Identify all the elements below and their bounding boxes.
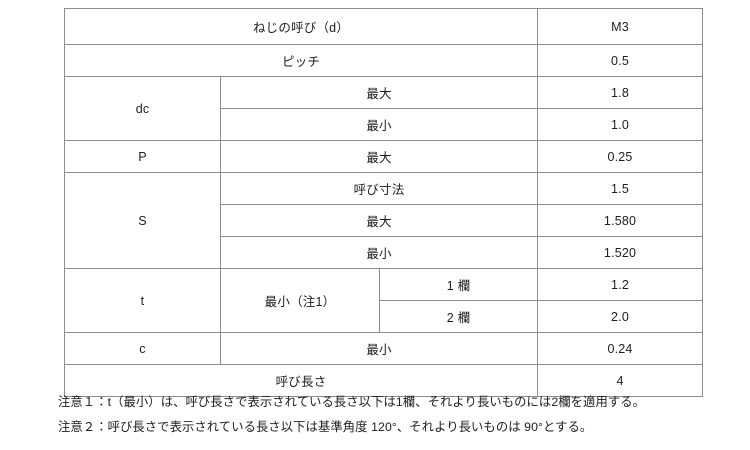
p-max-label: 最大 — [219, 140, 539, 173]
t-column2-value: 2.0 — [537, 300, 704, 333]
s-nominal-label: 呼び寸法 — [219, 172, 539, 205]
group-label-dc: dc — [64, 76, 221, 141]
table-row-p-max: P 最大 0.25 — [64, 140, 704, 173]
footnote-1: 注意１：t（最小）は、呼び長さで表示されている長さ以下は1欄、それより長いものに… — [58, 395, 646, 409]
group-label-t: t — [64, 268, 221, 333]
group-label-s: S — [64, 172, 221, 269]
s-max-value: 1.580 — [537, 204, 704, 237]
dc-max-value: 1.8 — [537, 76, 704, 109]
t-column1-label: 1 欄 — [378, 268, 539, 301]
table-row-dc-min: 最小 1.0 — [65, 108, 704, 141]
thread-designation-label: ねじの呼び（d） — [63, 8, 539, 45]
table-row-s-nominal: S 呼び寸法 1.5 — [64, 172, 704, 269]
c-min-label: 最小 — [219, 332, 539, 365]
table-row-t-column2: 2 欄 2.0 — [65, 300, 704, 333]
group-label-p: P — [64, 140, 221, 173]
table-row-c-min: c 最小 0.24 — [64, 332, 704, 365]
pitch-label: ピッチ — [63, 44, 539, 77]
dc-min-value: 1.0 — [537, 108, 704, 141]
s-min-value: 1.520 — [537, 236, 704, 269]
screw-dimension-table: ねじの呼び（d） M3 ピッチ 0.5 dc 最大 1.8 最小 1.0 P — [63, 8, 704, 397]
nominal-length-label: 呼び長さ — [63, 364, 539, 397]
table-row-dc-max: dc 最大 1.8 — [64, 76, 704, 141]
t-min-label: 最小（注1） — [220, 268, 380, 333]
s-nominal-value: 1.5 — [537, 172, 704, 205]
pitch-value: 0.5 — [537, 44, 704, 77]
p-max-value: 0.25 — [537, 140, 704, 173]
table-row-pitch: ピッチ 0.5 — [63, 44, 704, 77]
s-max-label: 最大 — [219, 204, 539, 237]
table-row-nominal-length: 呼び長さ 4 — [63, 364, 704, 397]
group-label-c: c — [64, 332, 221, 365]
footnotes: 注意１：t（最小）は、呼び長さで表示されている長さ以下は1欄、それより長いものに… — [58, 396, 738, 434]
c-min-value: 0.24 — [537, 332, 704, 365]
dc-max-label: 最大 — [219, 76, 539, 109]
table-row-s-min: 最小 1.520 — [65, 236, 704, 269]
t-column2-label: 2 欄 — [378, 300, 539, 333]
footnote-2: 注意２：呼び長さで表示されている長さ以下は基準角度 120°、それより長いものは… — [58, 420, 593, 435]
thread-designation-value: M3 — [537, 8, 704, 45]
table-row-thread-designation: ねじの呼び（d） M3 — [63, 8, 704, 45]
s-min-label: 最小 — [219, 236, 539, 269]
table-row-t-column1: t 最小（注1） 1 欄 1.2 — [64, 268, 704, 333]
dc-min-label: 最小 — [219, 108, 539, 141]
nominal-length-value: 4 — [537, 364, 704, 397]
t-column1-value: 1.2 — [537, 268, 704, 301]
